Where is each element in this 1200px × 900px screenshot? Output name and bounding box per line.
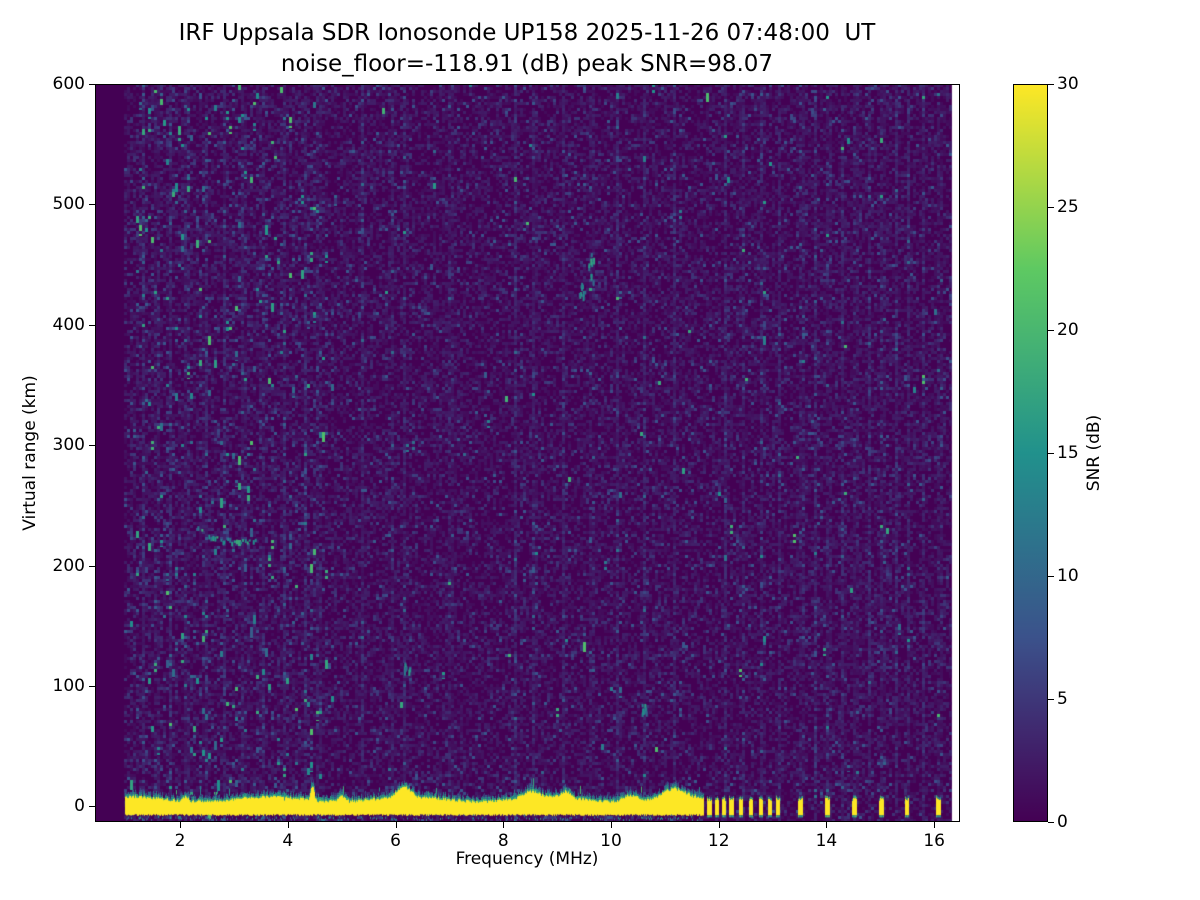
colorbar-tick-label: 15 [1057, 443, 1079, 463]
x-tick-label: 2 [174, 831, 186, 851]
colorbar-tick-mark [1048, 84, 1054, 85]
colorbar-tick-mark [1048, 330, 1054, 331]
x-tick-label: 16 [923, 831, 945, 851]
colorbar-tick-mark [1048, 207, 1054, 208]
colorbar-tick-mark [1048, 576, 1054, 577]
colorbar-tick-label: 10 [1057, 566, 1079, 586]
x-tick-mark [287, 822, 289, 828]
colorbar-tick-mark [1048, 453, 1054, 454]
x-tick-mark [826, 822, 828, 828]
colorbar-label: SNR (dB) [1084, 414, 1104, 492]
colorbar-tick-mark [1048, 699, 1054, 700]
y-tick-mark [89, 84, 95, 85]
colorbar-tick-label: 20 [1057, 320, 1079, 340]
y-tick-label: 200 [52, 555, 85, 576]
colorbar-tick-label: 30 [1057, 74, 1079, 94]
x-tick-label: 10 [600, 831, 622, 851]
ionogram-heatmap [95, 84, 960, 822]
x-axis-label: Frequency (MHz) [455, 849, 599, 869]
chart-title: IRF Uppsala SDR Ionosonde UP158 2025-11-… [178, 20, 876, 46]
x-tick-mark [180, 822, 182, 828]
y-tick-label: 500 [52, 194, 85, 215]
colorbar-tick-label: 0 [1057, 812, 1068, 832]
y-tick-mark [89, 445, 95, 447]
x-tick-label: 14 [815, 831, 838, 851]
colorbar [1013, 84, 1048, 822]
x-tick-mark [934, 822, 936, 828]
x-tick-label: 6 [390, 831, 401, 851]
y-tick-label: 100 [52, 675, 85, 696]
x-tick-label: 4 [282, 831, 294, 851]
colorbar-tick-label: 5 [1057, 689, 1068, 709]
y-tick-mark [89, 565, 95, 567]
x-tick-label: 12 [707, 831, 730, 851]
y-tick-mark [89, 685, 95, 687]
x-tick-mark [503, 822, 505, 828]
y-tick-mark [89, 806, 95, 808]
y-tick-label: 400 [52, 314, 85, 335]
x-tick-mark [718, 822, 720, 828]
y-tick-label: 300 [52, 435, 85, 456]
x-tick-label: 8 [497, 831, 509, 851]
x-tick-mark [395, 822, 397, 828]
x-tick-mark [610, 822, 612, 828]
colorbar-tick-mark [1048, 822, 1054, 823]
chart-subtitle: noise_floor=-118.91 (dB) peak SNR=98.07 [280, 51, 774, 77]
y-tick-mark [89, 324, 95, 326]
colorbar-tick-label: 25 [1057, 197, 1079, 217]
y-tick-label: 600 [52, 74, 85, 94]
y-tick-mark [89, 204, 95, 206]
y-tick-label: 0 [74, 796, 85, 817]
